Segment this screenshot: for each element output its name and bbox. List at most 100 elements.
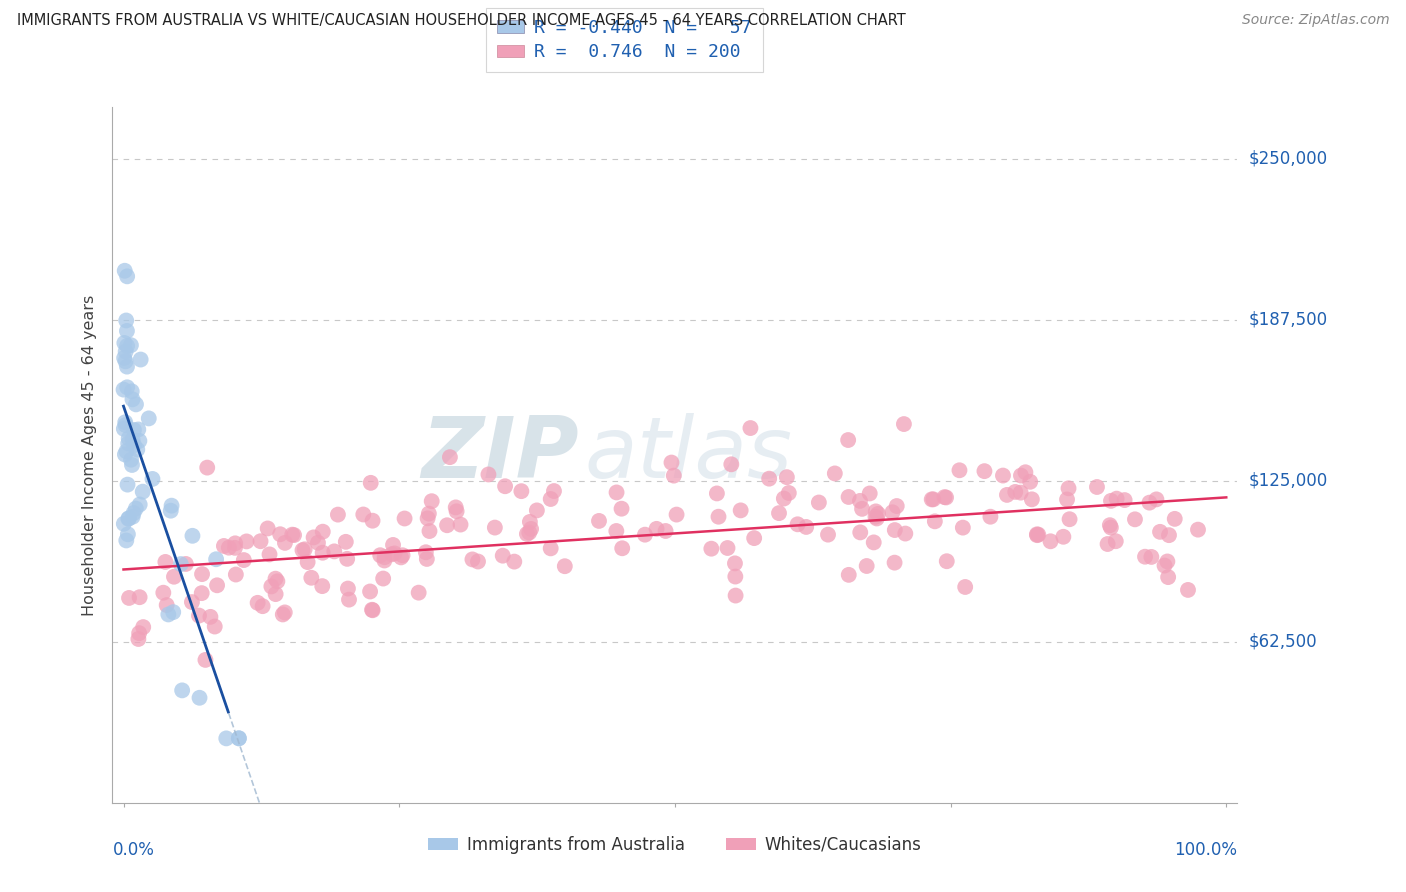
Point [634,527,657,541]
Point [543,483,565,498]
Point [224,541,246,555]
Point [122,506,145,520]
Point [855,559,877,574]
Point [115,533,138,548]
Point [1052,530,1074,544]
Point [838,567,860,582]
Point [654,524,676,538]
Point [953,580,976,594]
Point [115,339,138,353]
Point [893,417,915,431]
Point [837,433,859,447]
Point [117,512,139,526]
Point [467,554,489,568]
Point [112,351,135,365]
Point [163,570,186,584]
Point [935,554,957,568]
Point [922,492,945,507]
Point [115,380,138,394]
Point [450,517,472,532]
Point [115,444,138,458]
Point [730,503,752,517]
Point [157,607,180,622]
Point [706,486,728,500]
Point [588,514,610,528]
Point [129,352,152,367]
Point [172,683,194,698]
Point [492,549,515,563]
Point [707,509,730,524]
Point [503,555,526,569]
Point [125,501,148,516]
Point [181,529,204,543]
Point [610,501,633,516]
Point [115,269,138,284]
Point [264,587,287,601]
Point [886,499,908,513]
Point [979,509,1001,524]
Point [1153,558,1175,573]
Point [323,544,346,558]
Point [112,335,135,350]
Point [269,527,291,541]
Point [849,525,872,540]
Point [921,492,943,507]
Text: Source: ZipAtlas.com: Source: ZipAtlas.com [1241,13,1389,28]
Point [1010,485,1032,500]
Text: 0.0%: 0.0% [112,841,155,859]
Point [294,542,316,557]
Point [359,584,381,599]
Point [205,578,228,592]
Point [188,690,211,705]
Point [1114,493,1136,508]
Point [391,548,413,562]
Text: atlas: atlas [585,413,793,497]
Point [302,530,325,544]
Point [361,603,384,617]
Point [212,539,235,553]
Point [700,541,723,556]
Point [215,731,238,746]
Point [121,433,143,447]
Point [117,477,139,491]
Legend: Immigrants from Australia, Whites/Caucasians: Immigrants from Australia, Whites/Caucas… [422,830,928,861]
Point [190,586,212,600]
Point [952,521,974,535]
Point [114,344,136,359]
Point [394,511,416,525]
Point [1105,491,1128,506]
Point [1133,549,1156,564]
Point [894,526,917,541]
Point [260,579,283,593]
Point [132,484,155,499]
Point [225,567,247,582]
Point [716,541,738,555]
Point [283,528,305,542]
Point [824,467,846,481]
Point [662,468,685,483]
Point [645,522,668,536]
Point [1149,524,1171,539]
Point [934,490,956,504]
Point [115,313,138,327]
Point [866,511,889,525]
Point [849,494,872,508]
Point [373,553,395,567]
Point [120,338,142,352]
Point [374,550,396,565]
Point [121,384,143,399]
Point [127,422,149,436]
Point [778,486,800,500]
Point [1144,492,1167,507]
Point [1010,468,1032,483]
Point [612,541,634,556]
Point [758,472,780,486]
Point [1156,554,1178,568]
Point [1021,492,1043,507]
Point [188,608,211,623]
Point [444,500,467,515]
Point [232,553,254,567]
Point [418,507,440,521]
Point [384,546,406,560]
Point [159,504,181,518]
